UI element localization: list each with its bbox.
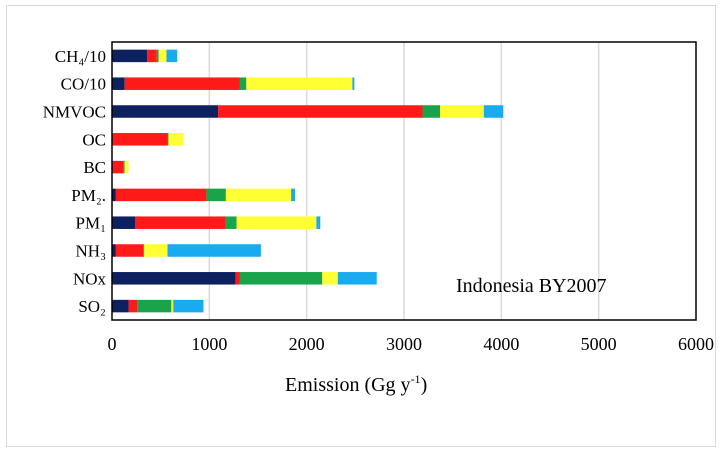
bar-segment: [239, 77, 247, 90]
bar-segment: [246, 77, 353, 90]
bar-segment: [206, 188, 226, 202]
bar-segment: [225, 188, 292, 202]
x-axis-label-tail: ): [421, 374, 428, 396]
bar-segment: [112, 133, 168, 146]
category-label: BC: [83, 158, 106, 177]
bar-segment: [291, 188, 295, 202]
x-tick-label: 5000: [581, 334, 617, 354]
bars: [112, 49, 504, 313]
category-labels: CH₄/10 CO/10 NMVOC OC BC PM₂. PM₁ NH₃ NOx SO₂: [43, 47, 107, 316]
category-label: CH₄/10: [55, 47, 106, 66]
category-label: NMVOC: [43, 103, 106, 122]
category-label: SO₂: [78, 297, 106, 316]
bar-segment: [112, 77, 125, 90]
category-label: OC: [82, 130, 106, 149]
bar-segment: [137, 299, 172, 313]
bar-segment: [112, 105, 219, 118]
bar-segment: [168, 133, 184, 146]
bar-segment: [112, 272, 236, 285]
x-tick-label: 6000: [678, 334, 714, 354]
bar-segment: [128, 299, 138, 313]
bar-segment: [322, 272, 338, 285]
x-axis-label: Emission (Gg y-1): [285, 372, 427, 396]
x-tick-label: 4000: [483, 334, 519, 354]
bar-segment: [156, 49, 159, 63]
bar-segment: [158, 49, 167, 63]
bar-segment: [144, 244, 168, 257]
bar-segment: [171, 299, 174, 313]
bar-segment: [316, 216, 321, 229]
bar-segment: [115, 244, 144, 257]
bar-segment: [218, 105, 423, 118]
bar-segment: [235, 272, 240, 285]
bar-segment: [483, 105, 504, 118]
x-tick-labels: 0 1000 2000 3000 4000 5000 6000: [108, 334, 715, 354]
x-tick-label: 3000: [386, 334, 422, 354]
bar-segment: [112, 216, 136, 229]
x-tick-label: 1000: [191, 334, 227, 354]
bar-segment: [167, 244, 261, 257]
bar-segment: [112, 160, 124, 174]
category-label: NOx: [73, 269, 107, 288]
chart-annotation: Indonesia BY2007: [456, 275, 607, 297]
x-tick-label: 2000: [289, 334, 325, 354]
bar-segment: [143, 244, 145, 257]
x-tick-label: 0: [108, 334, 117, 354]
x-axis-label-superscript: -1: [411, 372, 421, 386]
bar-segment: [112, 244, 116, 257]
bar-segment: [123, 160, 125, 174]
bar-segment: [173, 299, 204, 313]
bar-segment: [337, 272, 377, 285]
category-label: CO/10: [61, 75, 106, 94]
bar-segment: [236, 216, 317, 229]
bar-segment: [115, 188, 207, 202]
plot-border: [111, 41, 697, 321]
category-label: PM₁: [76, 214, 107, 233]
x-axis-label-main: Emission (Gg y: [285, 374, 411, 396]
bar-segment: [225, 216, 237, 229]
bar-segment: [422, 105, 441, 118]
category-label: PM₂.: [71, 186, 106, 205]
bar-segment: [112, 49, 148, 63]
bar-segment: [166, 49, 178, 63]
bar-segment: [112, 188, 116, 202]
bar-segment: [124, 77, 240, 90]
bar-segment: [167, 133, 169, 146]
bar-segment: [352, 77, 355, 90]
bar-segment: [112, 299, 129, 313]
bar-segment: [440, 105, 484, 118]
category-label: NH₃: [76, 242, 107, 261]
bar-segment: [135, 216, 226, 229]
bar-segment: [124, 160, 129, 174]
bar-segment: [239, 272, 323, 285]
bar-segment: [147, 49, 157, 63]
